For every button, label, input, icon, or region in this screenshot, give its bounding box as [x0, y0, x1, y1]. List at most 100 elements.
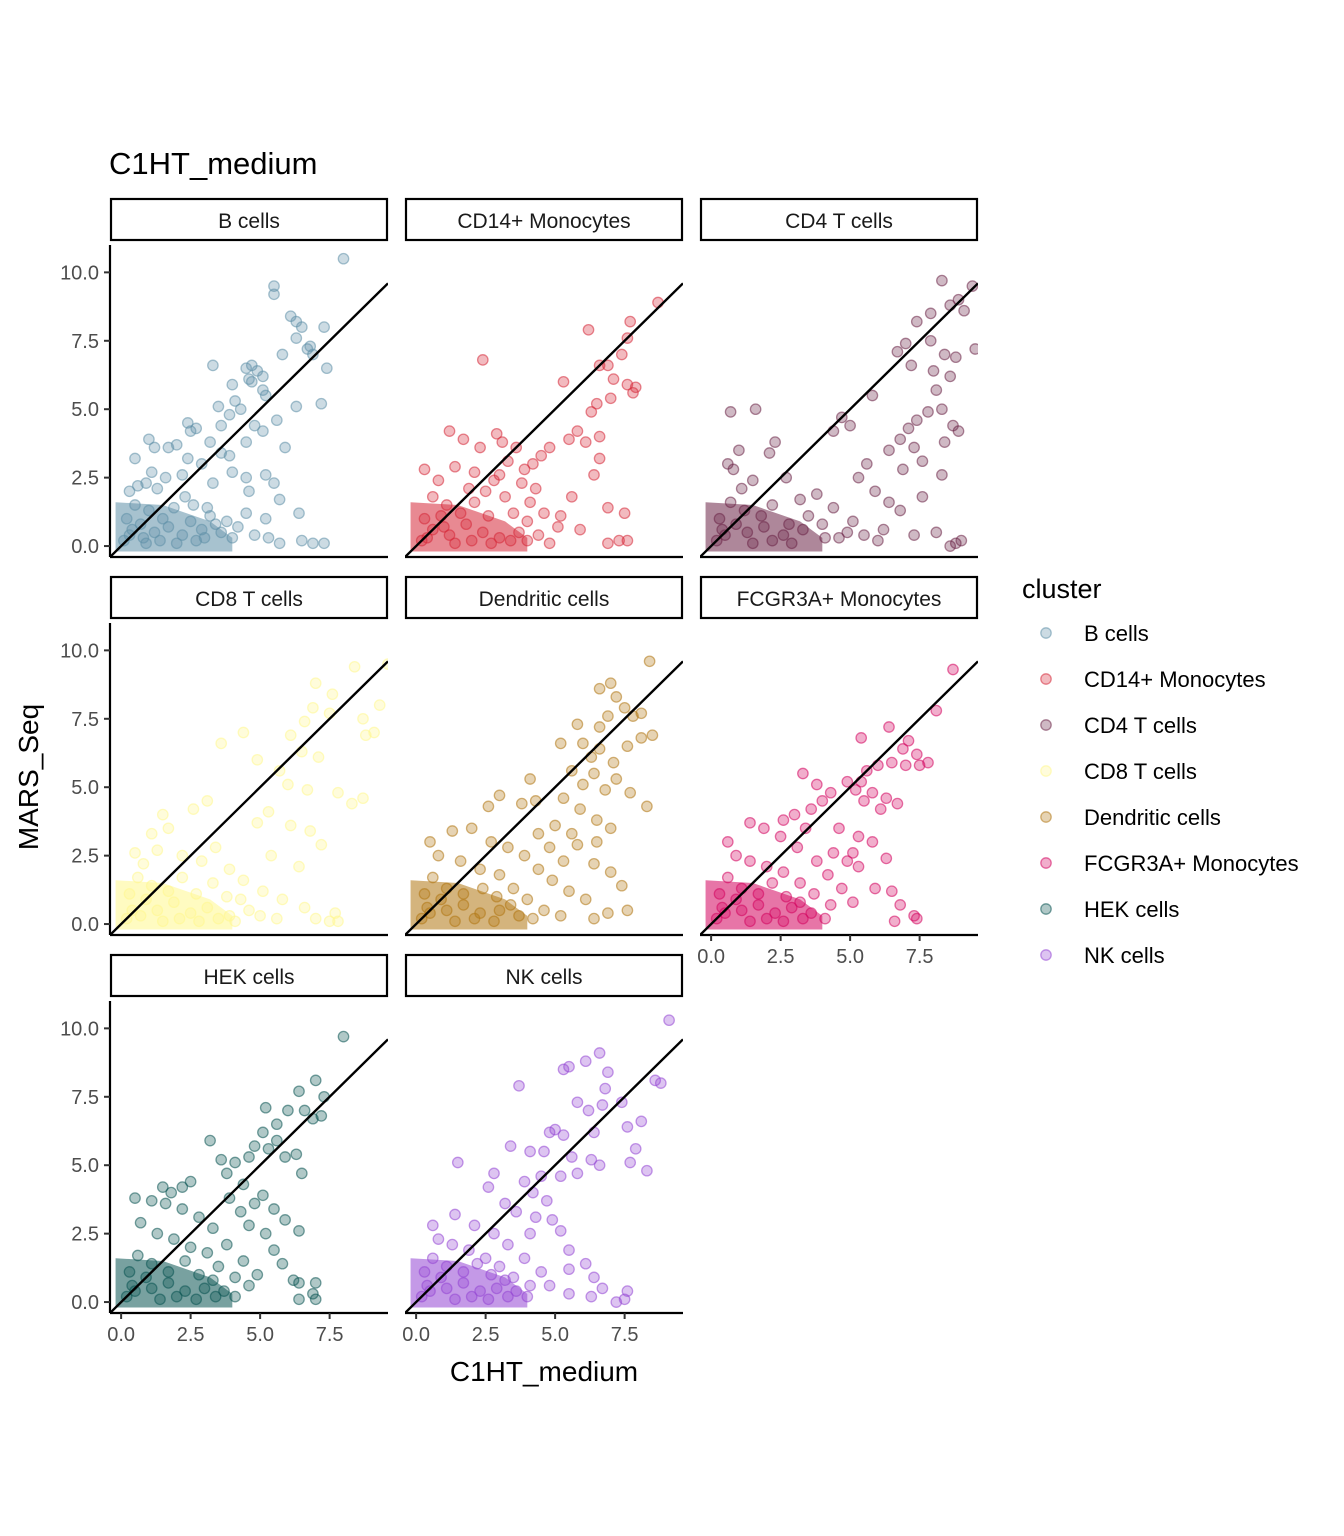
data-point	[499, 1274, 511, 1287]
data-point	[944, 299, 957, 312]
data-point	[924, 334, 937, 347]
data-point	[418, 888, 431, 900]
data-point	[546, 874, 559, 887]
data-point	[833, 531, 845, 544]
strip-label: CD8 T cells	[195, 588, 303, 611]
data-point	[424, 1285, 436, 1297]
data-point	[543, 537, 556, 550]
data-point	[148, 441, 161, 454]
data-point	[476, 354, 489, 366]
data-point	[309, 912, 322, 925]
data-point	[897, 743, 909, 755]
strip-label: HEK cells	[203, 966, 294, 989]
data-point	[527, 458, 539, 470]
data-point	[468, 1219, 481, 1232]
data-point	[273, 493, 286, 506]
data-point	[326, 688, 339, 701]
data-point	[880, 792, 893, 805]
data-point	[173, 912, 186, 925]
data-point	[245, 375, 258, 388]
y-tick-label: 0.0	[71, 914, 99, 936]
panel-nk-cells: NK cells 0.0 2.5 5.0 7.5	[402, 953, 684, 1346]
data-point	[524, 1145, 536, 1158]
data-point	[571, 718, 584, 731]
data-point	[602, 1066, 614, 1079]
data-point	[513, 1079, 525, 1092]
data-point	[582, 323, 595, 336]
data-point	[554, 1225, 567, 1237]
data-point	[947, 663, 959, 676]
data-point	[604, 822, 617, 835]
points	[410, 296, 664, 552]
data-point	[841, 775, 854, 788]
data-point	[298, 715, 311, 728]
data-point	[176, 849, 189, 862]
data-point	[744, 855, 756, 867]
data-point	[357, 792, 369, 805]
data-point	[193, 1268, 205, 1281]
data-point	[201, 901, 214, 914]
data-point	[866, 786, 879, 799]
data-point	[207, 359, 219, 372]
data-point	[287, 1274, 300, 1287]
data-point	[476, 526, 489, 539]
data-point	[482, 800, 495, 813]
data-point	[237, 1178, 250, 1191]
data-point	[799, 822, 812, 835]
data-point	[613, 534, 625, 547]
data-point	[337, 252, 350, 265]
data-point	[426, 1219, 439, 1232]
points	[410, 655, 659, 930]
data-point	[176, 469, 189, 481]
data-point	[574, 803, 586, 815]
data-point	[824, 899, 837, 911]
data-point	[499, 1197, 511, 1210]
data-point	[827, 847, 840, 859]
data-point	[176, 529, 189, 541]
data-point	[557, 855, 570, 867]
data-point	[485, 537, 498, 550]
data-point	[593, 1159, 606, 1172]
data-point	[259, 389, 272, 402]
data-point	[293, 1225, 305, 1237]
data-point	[588, 767, 600, 780]
data-point	[582, 1104, 595, 1117]
data-point	[910, 912, 923, 925]
data-point	[527, 1186, 539, 1199]
data-point	[493, 531, 506, 544]
data-point	[145, 1282, 158, 1295]
data-point	[490, 427, 503, 440]
data-point	[440, 1282, 453, 1295]
data-point	[229, 1290, 241, 1303]
data-point	[521, 1290, 534, 1303]
panel-cd4-t-cells: CD4 T cells	[699, 197, 979, 559]
data-point	[290, 1148, 303, 1161]
data-point	[785, 901, 798, 914]
data-point	[858, 795, 870, 807]
data-point	[554, 909, 567, 922]
data-point	[557, 1063, 570, 1076]
data-point	[604, 677, 617, 690]
points	[705, 663, 959, 930]
data-point	[145, 1194, 158, 1207]
legend-label: HEK cells	[1084, 897, 1179, 922]
data-point	[162, 885, 175, 898]
data-point	[602, 359, 614, 372]
data-point	[220, 1238, 233, 1251]
data-point	[944, 540, 957, 552]
data-point	[268, 1203, 280, 1215]
data-point	[507, 882, 520, 895]
data-point	[543, 1279, 556, 1292]
data-point	[268, 280, 280, 292]
data-point	[524, 1279, 536, 1292]
data-point	[468, 912, 481, 925]
data-point	[624, 315, 637, 328]
data-point	[207, 1274, 219, 1287]
data-point	[176, 871, 189, 884]
data-point	[465, 534, 478, 547]
data-point	[137, 531, 150, 544]
data-point	[899, 759, 912, 772]
data-point	[785, 537, 798, 550]
data-point	[930, 526, 943, 539]
data-point	[426, 1252, 439, 1265]
